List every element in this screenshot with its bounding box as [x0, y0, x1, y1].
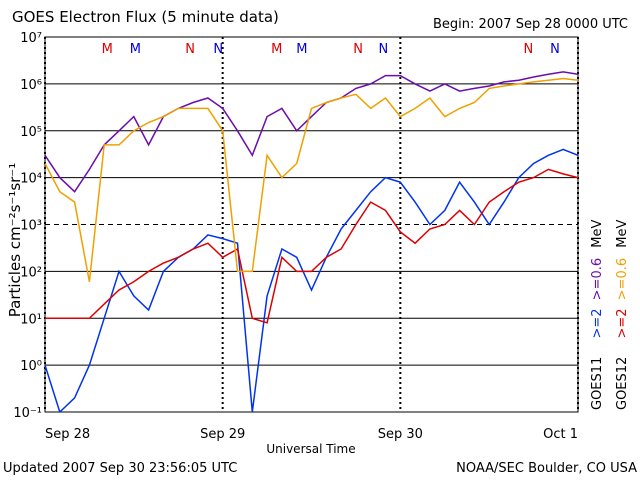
legend-group: GOES11: [590, 357, 605, 410]
plot-frame: [44, 36, 579, 413]
y-tick-label: 10⁶: [20, 78, 42, 93]
footer-right: NOAA/SEC Boulder, CO USA: [456, 461, 637, 476]
x-tick-label: Sep 30: [378, 427, 423, 442]
y-tick-label: 10¹: [20, 312, 42, 327]
series-line: [45, 168, 578, 324]
y-tick-label: 10²: [20, 265, 42, 280]
y-tick-label: 10⁴: [20, 172, 42, 187]
series-line: [45, 71, 578, 193]
series-line: [45, 77, 578, 282]
chart-subtitle: Begin: 2007 Sep 28 0000 UTC: [433, 17, 628, 32]
annotation: N: [550, 42, 560, 57]
x-tick-label: Sep 28: [45, 427, 90, 442]
legend-entry: >=2: [615, 308, 630, 338]
annotation: M: [102, 42, 113, 57]
y-tick-label: 10⁵: [20, 125, 42, 140]
annotation: N: [378, 42, 388, 57]
x-axis-label: Universal Time: [266, 442, 355, 456]
legend: GOES12 >=2 >=0.6 MeV: [615, 220, 630, 410]
legend-entry: >=0.6: [590, 258, 605, 300]
legend-entry: >=2: [590, 308, 605, 338]
annotation: N: [213, 42, 223, 57]
legend-unit: MeV: [590, 220, 605, 248]
annotation: M: [296, 42, 307, 57]
annotation: N: [524, 42, 534, 57]
legend-group: GOES12: [615, 357, 630, 410]
x-tick-label: Sep 29: [200, 427, 245, 442]
legend: GOES11 >=2 >=0.6 MeV: [590, 220, 605, 410]
legend-unit: MeV: [615, 220, 630, 248]
y-tick-label: 10³: [20, 219, 42, 234]
series-line: [45, 148, 578, 412]
x-tick-label: Oct 1: [543, 427, 578, 442]
annotation: M: [130, 42, 141, 57]
legend-entry: >=0.6: [615, 258, 630, 300]
y-tick-label: 10⁰: [20, 359, 42, 374]
annotation: N: [185, 42, 195, 57]
annotation: M: [271, 42, 282, 57]
y-tick-label: 10⁷: [20, 31, 42, 46]
footer-left: Updated 2007 Sep 30 23:56:05 UTC: [3, 461, 237, 476]
plot-area: [45, 71, 578, 412]
y-axis-label: Particles cm⁻²s⁻¹sr⁻¹: [6, 163, 24, 317]
annotation: N: [353, 42, 363, 57]
chart-title: GOES Electron Flux (5 minute data): [12, 8, 279, 26]
y-tick-label: 10⁻¹: [13, 406, 42, 421]
